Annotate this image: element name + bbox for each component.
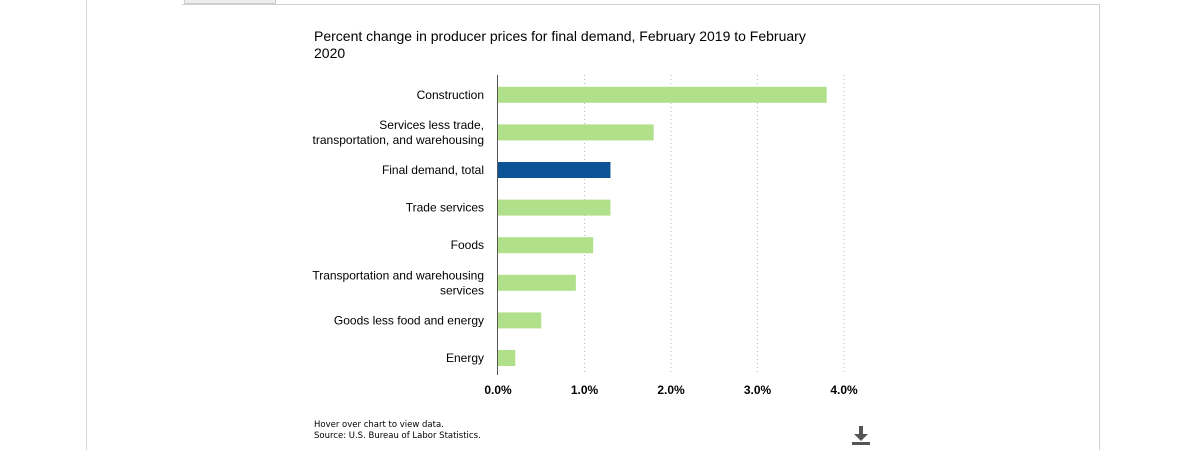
x-tick-label: 2.0% — [657, 383, 685, 397]
hover-note: Hover over chart to view data. — [314, 420, 444, 430]
category-label: Trade services — [406, 201, 484, 215]
category-label: Services less trade, transportation, and … — [313, 118, 484, 147]
bar[interactable] — [498, 274, 576, 291]
category-label-line: transportation, and warehousing — [313, 133, 484, 147]
page-left-border — [86, 0, 87, 450]
category-label-line: Final demand, total — [382, 163, 484, 177]
bar[interactable] — [498, 199, 611, 216]
bar[interactable] — [498, 162, 611, 178]
x-tick-label: 0.0% — [484, 383, 512, 397]
chart-notes: Hover over chart to view data. Source: U… — [314, 420, 481, 441]
bar[interactable] — [498, 86, 827, 103]
category-label-line: Construction — [417, 88, 484, 102]
category-label: Transportation and warehousing services — [312, 268, 484, 297]
category-label: Final demand, total — [382, 163, 484, 177]
x-tick-label: 1.0% — [571, 383, 599, 397]
category-label-line: Energy — [446, 351, 484, 365]
category-label: Construction — [417, 88, 484, 102]
chart-title: Percent change in producer prices for fi… — [314, 28, 806, 61]
bar[interactable] — [498, 124, 654, 141]
x-tick-label: 4.0% — [830, 383, 858, 397]
bar[interactable] — [498, 312, 542, 329]
bar[interactable] — [498, 237, 594, 254]
category-label-line: Goods less food and energy — [334, 313, 484, 327]
chart-panel — [182, 4, 1100, 450]
category-label-line: Trade services — [406, 201, 484, 215]
category-label: Foods — [451, 238, 484, 252]
download-icon-graphic — [852, 426, 870, 445]
category-label-line: Foods — [451, 238, 484, 252]
category-label-line: services — [440, 283, 484, 297]
tab-stub[interactable] — [184, 0, 276, 4]
source-note: Source: U.S. Bureau of Labor Statistics. — [314, 430, 481, 441]
category-label-line: Transportation and warehousing — [312, 268, 484, 282]
category-label: Goods less food and energy — [334, 313, 484, 327]
download-icon[interactable] — [850, 424, 872, 446]
x-tick-label: 3.0% — [744, 383, 772, 397]
category-label-line: Services less trade, — [379, 118, 484, 132]
category-label: Energy — [446, 351, 484, 365]
bar[interactable] — [498, 350, 516, 366]
